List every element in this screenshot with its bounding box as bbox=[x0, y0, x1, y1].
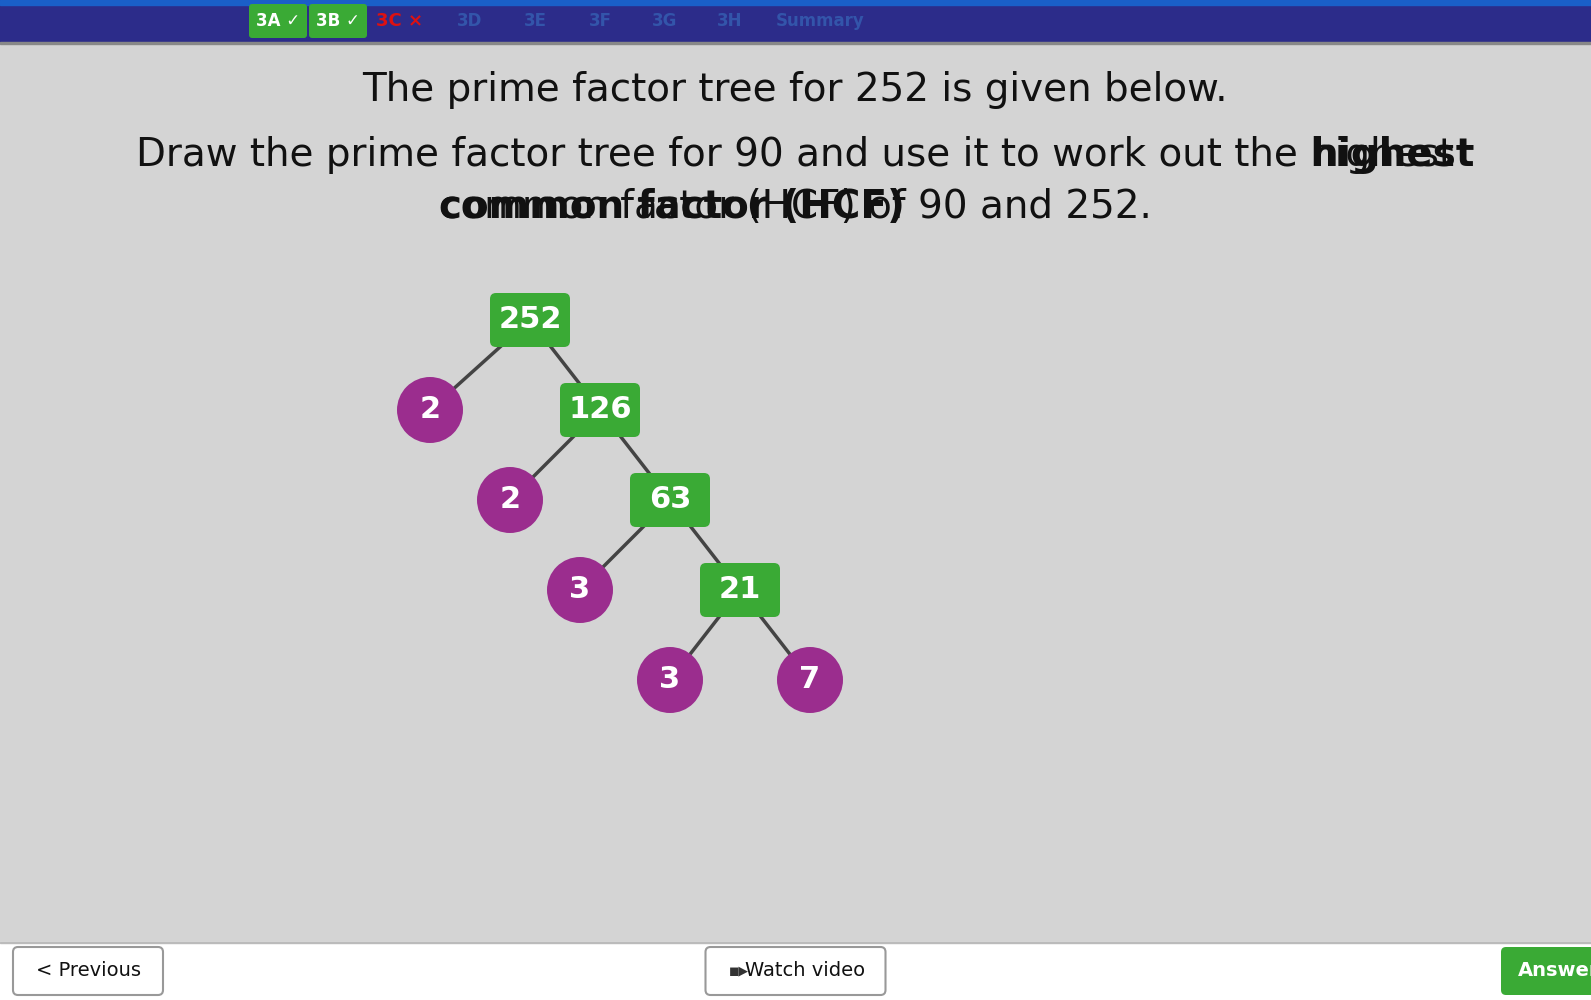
FancyBboxPatch shape bbox=[490, 293, 570, 347]
Text: ◼▶: ◼▶ bbox=[729, 964, 748, 978]
Text: 3: 3 bbox=[659, 666, 681, 694]
Bar bbox=[0, 942, 1591, 1000]
Text: 7: 7 bbox=[799, 666, 821, 694]
FancyBboxPatch shape bbox=[560, 383, 640, 437]
Text: The prime factor tree for 252 is given below.: The prime factor tree for 252 is given b… bbox=[363, 71, 1228, 109]
Text: 252: 252 bbox=[498, 306, 562, 334]
FancyBboxPatch shape bbox=[700, 563, 780, 617]
Bar bbox=[0, 942, 1591, 943]
Text: common factor (HCF) of 90 and 252.: common factor (HCF) of 90 and 252. bbox=[439, 188, 1152, 226]
FancyBboxPatch shape bbox=[309, 4, 368, 38]
Text: Draw the prime factor tree for 90 and use it to work out the highest: Draw the prime factor tree for 90 and us… bbox=[135, 136, 1454, 174]
FancyBboxPatch shape bbox=[13, 947, 162, 995]
Text: Summary: Summary bbox=[776, 12, 864, 30]
Text: 3H: 3H bbox=[718, 12, 743, 30]
Text: Answer: Answer bbox=[1518, 962, 1591, 980]
Text: 2: 2 bbox=[420, 395, 441, 424]
Text: Watch video: Watch video bbox=[746, 962, 866, 980]
Bar bbox=[0, 42, 1591, 44]
Circle shape bbox=[477, 467, 543, 533]
Circle shape bbox=[636, 647, 703, 713]
FancyBboxPatch shape bbox=[250, 4, 307, 38]
FancyBboxPatch shape bbox=[630, 473, 710, 527]
FancyBboxPatch shape bbox=[1500, 947, 1591, 995]
Text: 3A ✓: 3A ✓ bbox=[256, 12, 301, 30]
Text: 126: 126 bbox=[568, 395, 632, 424]
Text: common factor (HCF): common factor (HCF) bbox=[439, 188, 904, 226]
FancyBboxPatch shape bbox=[705, 947, 886, 995]
Text: 3G: 3G bbox=[652, 12, 678, 30]
Text: 3B ✓: 3B ✓ bbox=[317, 12, 360, 30]
Text: 3F: 3F bbox=[589, 12, 611, 30]
Bar bbox=[0, 0, 1591, 42]
Text: 21: 21 bbox=[719, 576, 760, 604]
Circle shape bbox=[776, 647, 843, 713]
Text: 3C ×: 3C × bbox=[377, 12, 423, 30]
Text: 2: 2 bbox=[500, 486, 520, 514]
Text: 3D: 3D bbox=[457, 12, 482, 30]
Text: < Previous: < Previous bbox=[35, 962, 140, 980]
Text: 63: 63 bbox=[649, 486, 690, 514]
Text: 3E: 3E bbox=[523, 12, 546, 30]
Text: 3: 3 bbox=[570, 576, 590, 604]
Bar bbox=[0, 0, 1591, 5]
Circle shape bbox=[398, 377, 463, 443]
Text: highest: highest bbox=[1311, 136, 1475, 174]
Circle shape bbox=[547, 557, 613, 623]
